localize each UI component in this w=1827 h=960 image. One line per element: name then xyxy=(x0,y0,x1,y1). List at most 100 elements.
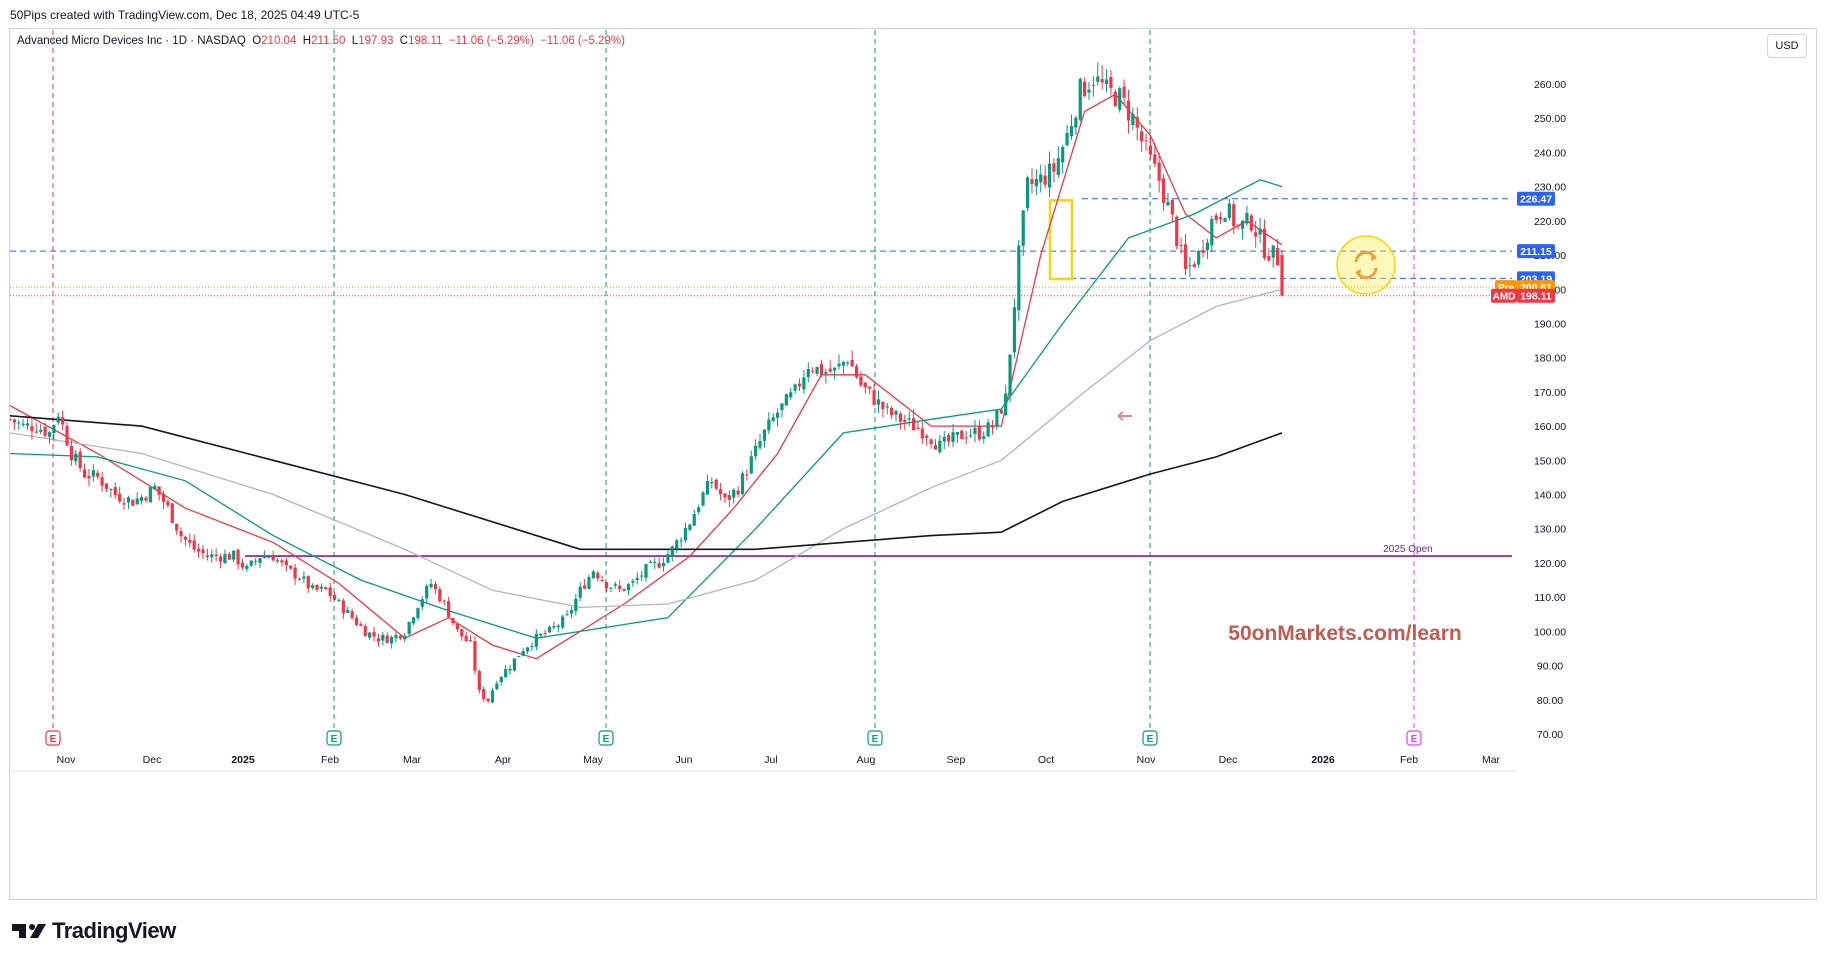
tradingview-logo[interactable]: TradingView xyxy=(12,918,176,944)
candle-body xyxy=(381,634,385,641)
candle xyxy=(61,410,65,431)
candle xyxy=(34,423,38,434)
candle xyxy=(368,631,372,640)
candle-body xyxy=(407,621,411,635)
price-tag-label: 198.11 xyxy=(1520,291,1552,303)
candle-body xyxy=(205,555,209,557)
time-axis-label: Aug xyxy=(857,754,876,766)
candle-body xyxy=(701,492,705,506)
candle-body xyxy=(183,536,188,540)
candle xyxy=(43,422,47,438)
candle xyxy=(232,550,236,563)
candle xyxy=(280,558,284,567)
candle xyxy=(561,614,565,630)
candle-body xyxy=(968,435,973,437)
candle-body xyxy=(490,690,495,703)
candle xyxy=(113,482,117,499)
price-axis-label: 240.00 xyxy=(1534,147,1566,159)
candle-body xyxy=(223,554,227,564)
candle xyxy=(376,633,381,647)
candle-body xyxy=(1258,228,1262,235)
legend-close-value: 198.11 xyxy=(408,35,443,47)
candle xyxy=(482,686,486,702)
candle xyxy=(1188,256,1192,277)
candle-body xyxy=(280,560,284,563)
candle-body xyxy=(376,638,381,642)
candle-body xyxy=(679,540,683,542)
candle xyxy=(990,419,995,435)
candle xyxy=(859,371,863,388)
legend-symbol[interactable]: Advanced Micro Devices Inc · 1D · NASDAQ xyxy=(17,35,246,47)
candle xyxy=(1267,248,1271,262)
candle xyxy=(675,538,679,554)
candle xyxy=(648,560,652,563)
candle xyxy=(390,635,394,649)
candle-body xyxy=(525,647,530,652)
candle xyxy=(91,464,95,482)
candle-body xyxy=(346,609,350,613)
candle-body xyxy=(1052,163,1056,172)
candle-body xyxy=(644,564,648,578)
candle xyxy=(968,428,973,439)
candle-body xyxy=(854,366,859,378)
candle-body xyxy=(552,626,556,628)
candle xyxy=(385,632,389,644)
candle xyxy=(587,574,591,590)
candle-body xyxy=(1021,210,1025,246)
candle xyxy=(1104,69,1109,93)
candle-body xyxy=(539,633,543,636)
candle xyxy=(183,535,188,547)
time-axis-label: 2025 xyxy=(231,754,255,766)
candle-body xyxy=(911,418,916,431)
candle xyxy=(359,621,363,627)
candle-body xyxy=(354,617,359,625)
price-axis-label: 260.00 xyxy=(1534,79,1566,91)
candle-body xyxy=(863,382,867,388)
earnings-marker-box xyxy=(1142,730,1158,746)
candle-body xyxy=(718,489,723,495)
candle xyxy=(964,430,968,445)
candle xyxy=(10,417,12,422)
candle xyxy=(354,614,359,627)
candle xyxy=(710,477,714,489)
candle-body xyxy=(1030,179,1034,185)
candle-body xyxy=(1065,133,1069,146)
candle xyxy=(907,411,911,427)
candle xyxy=(938,435,942,454)
candle xyxy=(1118,86,1122,113)
candle-body xyxy=(916,427,920,430)
candle-body xyxy=(240,562,245,568)
candle xyxy=(1030,168,1034,194)
candle-body xyxy=(1118,88,1122,110)
candle xyxy=(1254,220,1258,249)
candle xyxy=(802,370,806,395)
candle xyxy=(618,580,622,593)
candle-body xyxy=(775,412,780,418)
candle xyxy=(657,557,661,569)
candle xyxy=(1126,89,1131,134)
candle-body xyxy=(986,422,990,437)
currency-button[interactable]: USD xyxy=(1767,34,1807,58)
candle-body xyxy=(372,631,376,637)
candle xyxy=(1109,70,1113,96)
candle xyxy=(1262,219,1267,261)
candle-body xyxy=(65,426,69,446)
candle-body xyxy=(17,422,21,424)
candle xyxy=(609,587,613,593)
candle xyxy=(188,533,192,548)
candle-body xyxy=(1144,140,1148,142)
candle xyxy=(876,390,881,413)
candle-body xyxy=(47,432,52,437)
candle xyxy=(464,631,468,642)
candle-body xyxy=(530,646,534,648)
candle-body xyxy=(1249,215,1253,231)
candle-body xyxy=(433,584,438,590)
candle-body xyxy=(1227,203,1231,218)
earnings-marker-label: E xyxy=(1411,734,1418,745)
moving-average-line xyxy=(10,93,1283,660)
candle-body xyxy=(306,576,310,589)
candle-body xyxy=(1100,79,1104,83)
candle xyxy=(679,537,683,548)
candle-body xyxy=(833,367,837,371)
